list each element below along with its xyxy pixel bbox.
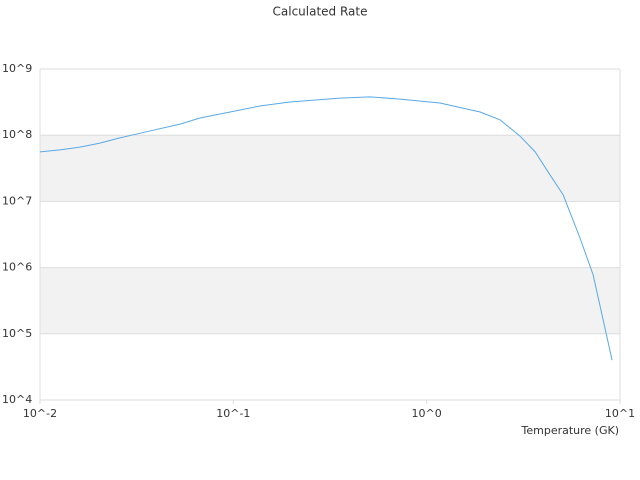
- data-line: [39, 96, 613, 361]
- y-tick-label: 10^6: [2, 261, 32, 274]
- y-tick-label: 10^9: [2, 62, 32, 75]
- x-axis-title: Temperature (GK): [521, 424, 620, 437]
- y-tick-label: 10^5: [2, 327, 32, 340]
- y-tick-label: 10^7: [2, 194, 32, 207]
- x-tick-label: 10^1: [605, 407, 635, 420]
- grid-band: [40, 135, 620, 202]
- y-tick-label: 10^8: [2, 128, 32, 141]
- y-tick-label: 10^4: [2, 393, 32, 406]
- x-tick-label: 10^-1: [216, 407, 250, 420]
- x-tick-label: 10^0: [412, 407, 442, 420]
- x-tick-label: 10^-2: [23, 407, 57, 420]
- grid-band: [40, 267, 620, 334]
- chart-title: Calculated Rate: [273, 5, 368, 19]
